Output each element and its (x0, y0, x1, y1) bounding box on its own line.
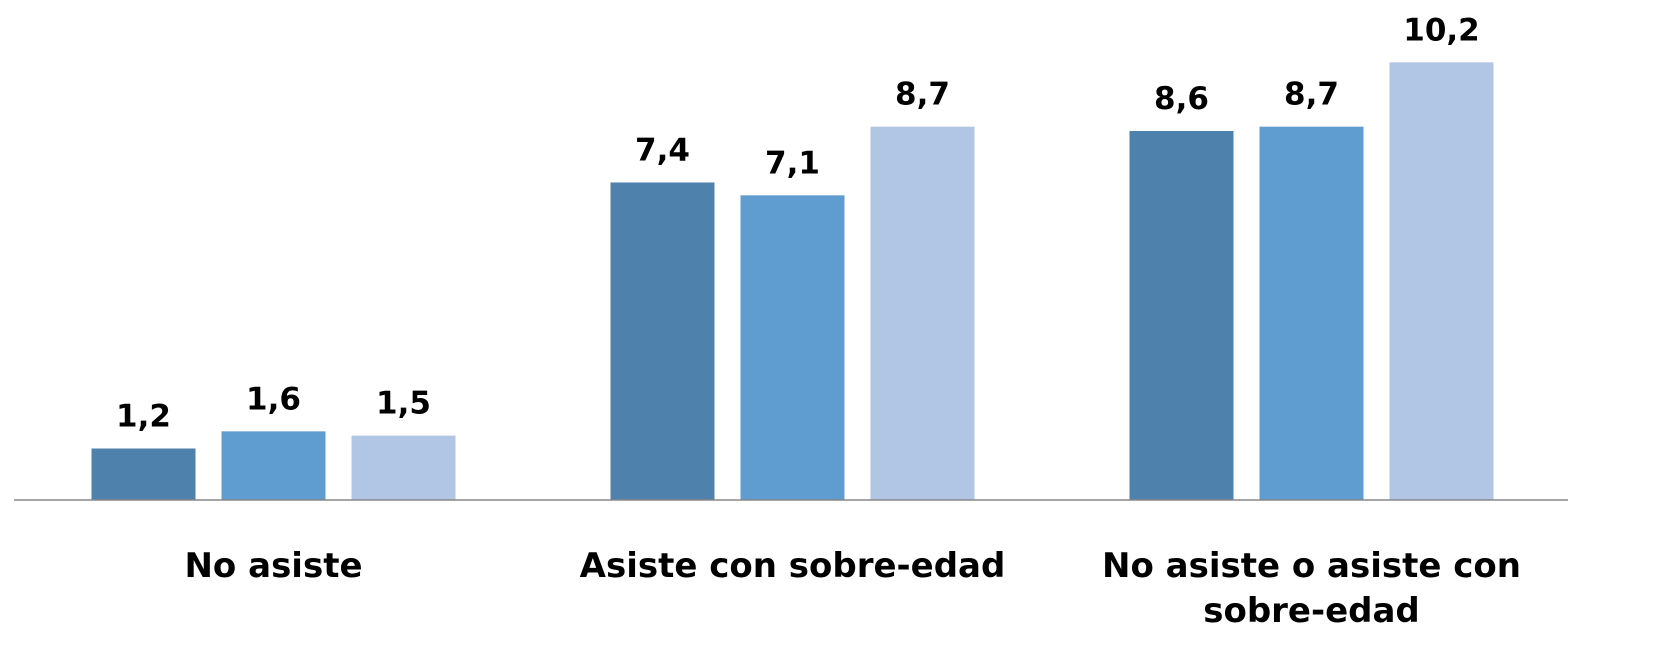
value-label: 7,4 (635, 132, 690, 168)
value-label: 8,7 (1284, 77, 1339, 113)
value-label: 8,7 (895, 77, 950, 113)
value-label: 1,5 (376, 386, 431, 422)
bar (221, 431, 326, 500)
value-label: 10,2 (1403, 12, 1480, 48)
bar (1129, 130, 1234, 500)
value-label: 8,6 (1154, 81, 1209, 117)
bar (870, 126, 975, 500)
bar (1259, 126, 1364, 500)
value-label: 7,1 (765, 145, 820, 181)
x-tick-label: No asiste (184, 546, 363, 586)
bar (1389, 62, 1494, 501)
x-tick-label: Asiste con sobre-edad (579, 546, 1006, 586)
bar (740, 195, 845, 500)
x-tick-label: No asiste o asiste con sobre-edad (1101, 546, 1521, 631)
value-label: 1,6 (246, 381, 301, 417)
value-label: 1,2 (116, 399, 171, 435)
bar (91, 448, 196, 500)
bar (351, 435, 456, 500)
bar (610, 182, 715, 501)
